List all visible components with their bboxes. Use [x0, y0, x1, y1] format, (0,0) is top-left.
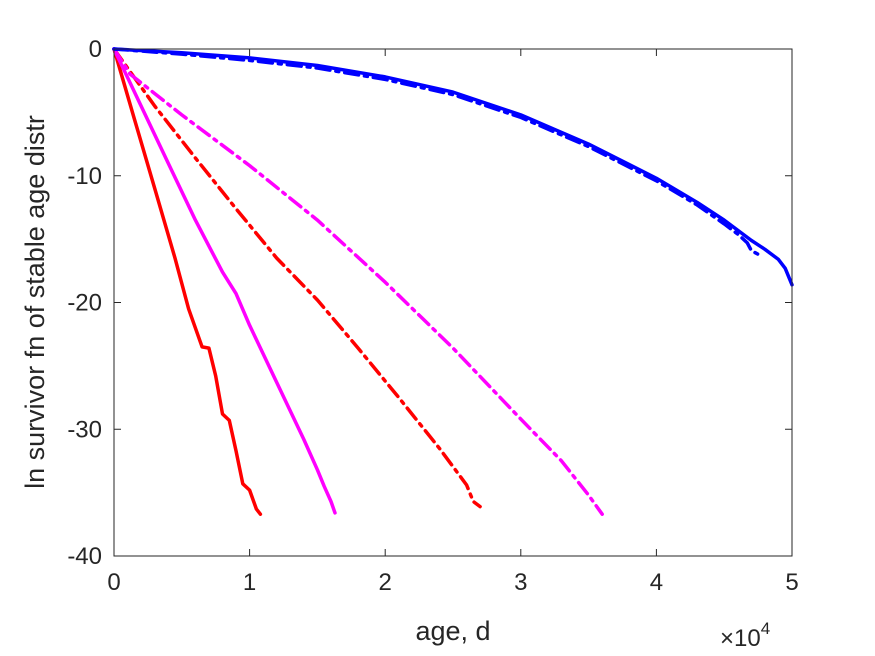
- y-tick-label: -30: [67, 416, 102, 443]
- x-tick-label: 3: [514, 569, 527, 596]
- series-line-6: [112, 47, 760, 257]
- x-axis-ticks: 0 1 2 3 4 5: [107, 49, 799, 596]
- y-tick-label: -40: [67, 543, 102, 570]
- series-line-2: [112, 47, 337, 515]
- y-axis-ticks: 0 -10 -20 -30 -40: [67, 36, 792, 570]
- x-tick-label: 2: [379, 569, 392, 596]
- x-tick-label: 4: [650, 569, 663, 596]
- plot-area: [114, 49, 792, 556]
- x-tick-label: 0: [107, 569, 120, 596]
- y-tick-label: -20: [67, 290, 102, 317]
- y-axis-title: ln survivor fn of stable age distr: [20, 115, 50, 489]
- y-tick-label: -10: [67, 163, 102, 190]
- x-tick-label: 1: [243, 569, 256, 596]
- series-line-1: [112, 47, 263, 516]
- series-line-5: [112, 47, 794, 287]
- x-axis-multiplier: ×104: [720, 619, 770, 652]
- series-layer: [112, 47, 794, 516]
- series-line-4: [112, 47, 604, 516]
- y-tick-label: 0: [89, 36, 102, 63]
- x-axis-multiplier-base: ×10: [720, 625, 761, 652]
- x-axis-title: age, d: [415, 616, 490, 646]
- x-axis-multiplier-exponent: 4: [761, 619, 770, 638]
- series-line-3: [112, 47, 482, 509]
- x-tick-label: 5: [785, 569, 798, 596]
